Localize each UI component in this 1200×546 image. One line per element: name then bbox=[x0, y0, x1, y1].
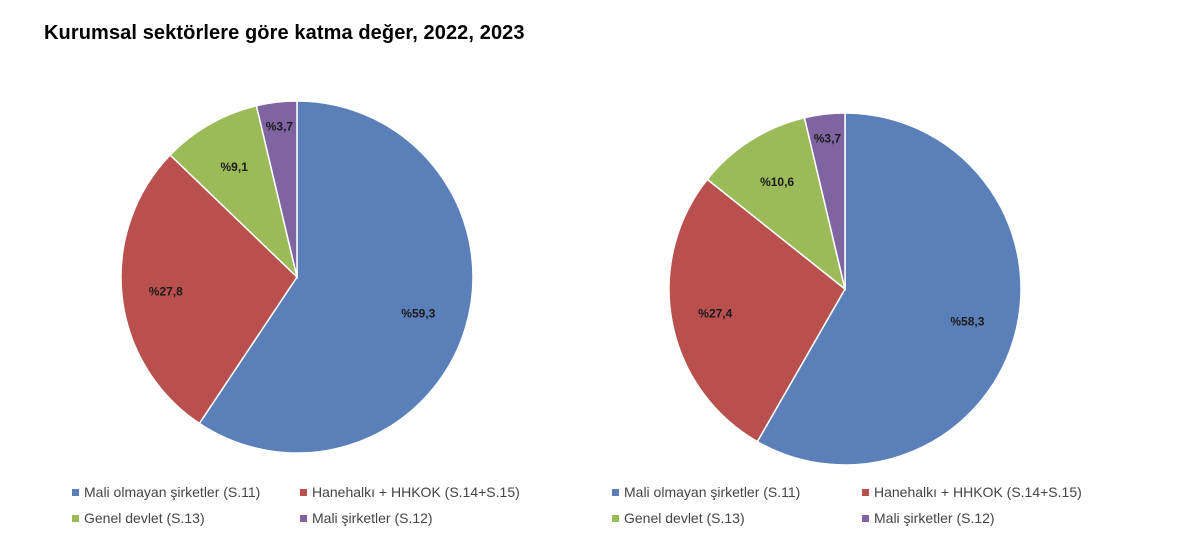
data-label-hanehalki: %27,4 bbox=[698, 307, 732, 321]
slice-genel-devlet bbox=[706, 116, 847, 291]
legend-2023: Mali olmayan şirketler (S.11) Hanehalkı … bbox=[612, 484, 1132, 530]
legend-label: Mali şirketler (S.12) bbox=[874, 510, 995, 526]
slice-hanehalki bbox=[668, 178, 846, 443]
pie-chart-2022: %59,3 %27,8 %9,1 %3,7 bbox=[120, 100, 474, 454]
data-label-mali-olmayan: %58,3 bbox=[950, 315, 984, 329]
legend-swatch bbox=[862, 488, 869, 496]
legend-item-genel-devlet: Genel devlet (S.13) bbox=[72, 510, 205, 526]
slice-mali bbox=[255, 100, 298, 278]
legend-swatch bbox=[612, 514, 619, 522]
slice-mali bbox=[803, 112, 846, 290]
legend-swatch bbox=[612, 488, 619, 496]
legend-label: Genel devlet (S.13) bbox=[624, 510, 745, 526]
legend-swatch bbox=[300, 488, 307, 496]
legend-swatch bbox=[300, 514, 307, 522]
legend-label: Mali şirketler (S.12) bbox=[312, 510, 433, 526]
legend-item-hanehalki: Hanehalkı + HHKOK (S.14+S.15) bbox=[862, 484, 1082, 500]
legend-label: Mali olmayan şirketler (S.11) bbox=[84, 484, 261, 500]
legend-item-mali: Mali şirketler (S.12) bbox=[862, 510, 995, 526]
pie-chart-2023: %58,3 %27,4 %10,6 %3,7 bbox=[668, 112, 1022, 466]
legend-swatch bbox=[72, 488, 79, 496]
legend-item-hanehalki: Hanehalkı + HHKOK (S.14+S.15) bbox=[300, 484, 520, 500]
chart-title: Kurumsal sektörlere göre katma değer, 20… bbox=[44, 22, 525, 44]
slice-genel-devlet bbox=[169, 104, 299, 280]
legend-item-mali-olmayan: Mali olmayan şirketler (S.11) bbox=[72, 484, 260, 500]
slice-hanehalki bbox=[120, 153, 298, 425]
data-label-genel-devlet: %10,6 bbox=[760, 175, 794, 189]
legend-2022: Mali olmayan şirketler (S.11) Hanehalkı … bbox=[72, 484, 572, 530]
legend-label: Hanehalkı + HHKOK (S.14+S.15) bbox=[312, 484, 520, 500]
legend-swatch bbox=[862, 514, 869, 522]
legend-item-mali-olmayan: Mali olmayan şirketler (S.11) bbox=[612, 484, 800, 500]
slice-mali-olmayan bbox=[756, 112, 1022, 466]
data-label-genel-devlet: %9,1 bbox=[221, 160, 249, 174]
slice-mali-olmayan bbox=[198, 100, 474, 454]
legend-item-mali: Mali şirketler (S.12) bbox=[300, 510, 433, 526]
legend-label: Mali olmayan şirketler (S.11) bbox=[624, 484, 801, 500]
data-label-mali-olmayan: %59,3 bbox=[401, 307, 435, 321]
legend-label: Hanehalkı + HHKOK (S.14+S.15) bbox=[874, 484, 1082, 500]
legend-item-genel-devlet: Genel devlet (S.13) bbox=[612, 510, 745, 526]
legend-swatch bbox=[72, 514, 79, 522]
data-label-mali: %3,7 bbox=[266, 120, 294, 134]
data-label-mali: %3,7 bbox=[814, 132, 842, 146]
legend-label: Genel devlet (S.13) bbox=[84, 510, 205, 526]
data-label-hanehalki: %27,8 bbox=[149, 284, 183, 298]
